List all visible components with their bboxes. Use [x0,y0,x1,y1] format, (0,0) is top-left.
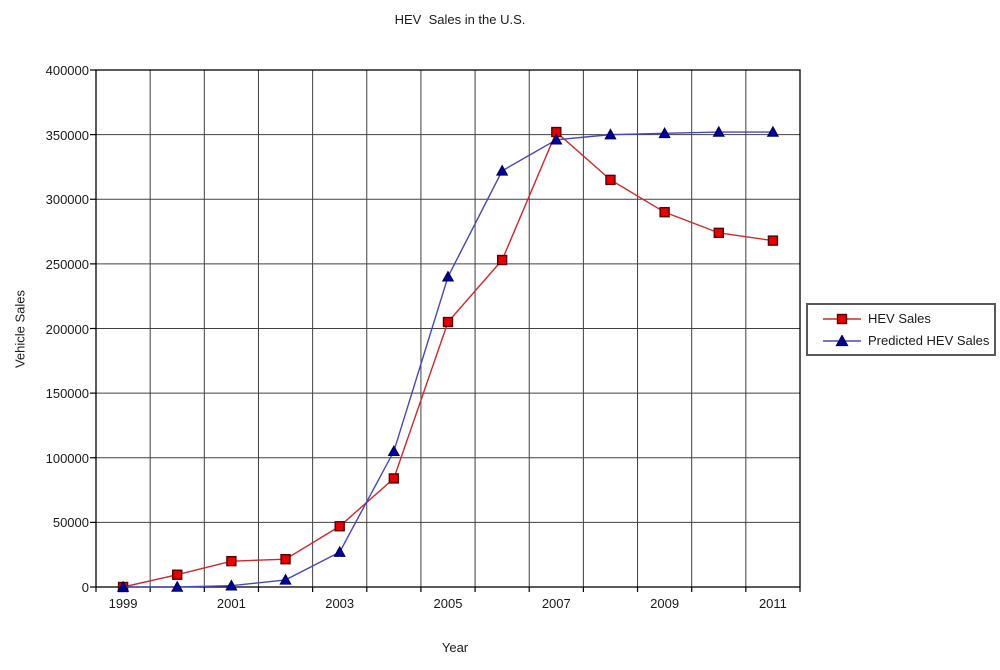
data-point-marker [226,555,237,567]
data-point-marker [605,174,616,186]
y-tick-label: 50000 [52,515,89,531]
data-point-marker [766,125,780,137]
series-line-hev-sales [122,130,774,588]
data-point-marker [442,316,454,328]
y-tick-label: 100000 [45,450,89,466]
x-axis-title: Year [441,640,469,655]
data-point-marker [496,254,508,266]
data-point-marker [767,235,779,246]
y-tick-label: 300000 [45,192,89,208]
legend-label-hev-sales: HEV Sales [868,311,931,326]
x-tick-label: 2005 [433,596,463,611]
data-point-marker [171,580,184,592]
legend-marker-hev-sales-icon [823,313,861,324]
data-point-marker [334,521,345,532]
legend-marker-predicted-hev-sales-icon [823,334,861,346]
data-point-marker [333,545,346,557]
data-point-marker [712,125,725,137]
data-point-marker [280,554,291,565]
chart-title: HEV Sales in the U.S. [394,12,526,27]
data-point-marker [496,164,509,176]
data-point-marker [279,573,292,585]
data-point-marker [659,206,670,218]
y-tick-label: 150000 [45,386,89,402]
x-tick-label: 2003 [325,596,355,611]
data-point-marker [713,227,724,239]
x-tick-label: 2007 [541,596,571,611]
y-tick-label: 0 [81,580,89,595]
series-line-predicted-hev-sales [123,131,773,588]
x-tick-label: 2011 [758,596,787,611]
legend-item-predicted-hev-sales: Predicted HEV Sales [822,333,994,348]
data-point-marker [388,473,400,484]
data-point-marker [116,580,130,592]
y-tick-label: 200000 [45,321,89,337]
y-tick-label: 250000 [45,256,89,272]
data-point-marker [658,126,671,139]
y-axis-title: Vehicle Sales [12,289,28,369]
x-tick-label: 1999 [108,596,138,611]
y-tick-label: 400000 [45,63,89,78]
legend-label-predicted-hev-sales: Predicted HEV Sales [868,333,990,348]
data-point-marker [225,579,238,591]
legend: HEV Sales Predicted HEV Sales [806,303,996,356]
data-point-marker [172,569,183,580]
data-point-marker [550,133,563,145]
legend-item-hev-sales: HEV Sales [822,311,994,326]
data-point-marker [387,444,400,457]
x-tick-label: 2001 [216,596,246,611]
data-point-marker [441,270,455,282]
x-tick-label: 2009 [650,596,680,611]
data-point-marker [604,128,617,140]
y-tick-label: 350000 [45,127,89,143]
